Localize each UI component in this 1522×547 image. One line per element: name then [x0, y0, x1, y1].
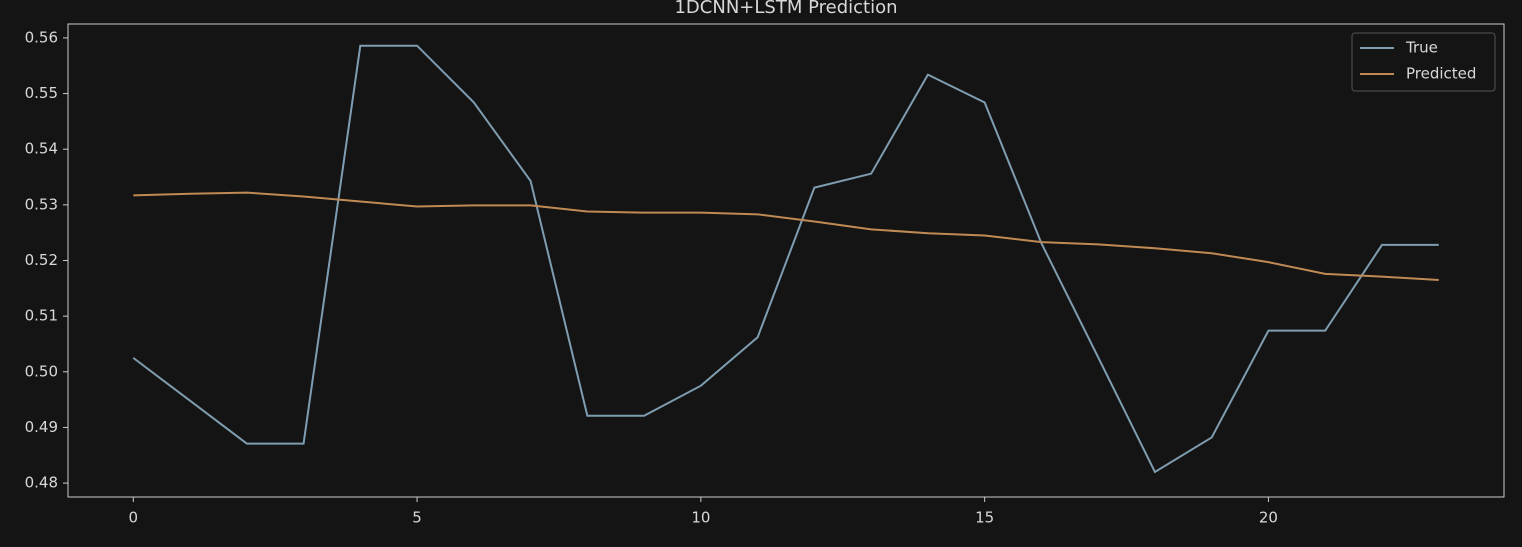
legend-label: Predicted: [1406, 65, 1476, 83]
chart-title: 1DCNN+LSTM Prediction: [674, 0, 897, 18]
y-tick-label: 0.53: [25, 195, 58, 213]
plot-frame: [67, 23, 1505, 498]
x-tick-label: 10: [691, 509, 710, 527]
y-tick-label: 0.50: [25, 362, 58, 380]
y-tick-label: 0.55: [25, 84, 58, 102]
x-tick-label: 20: [1259, 509, 1278, 527]
y-tick-label: 0.56: [25, 28, 58, 46]
y-tick-label: 0.51: [25, 307, 58, 325]
x-tick-label: 0: [128, 509, 138, 527]
y-tick-label: 0.52: [25, 251, 58, 269]
legend-label: True: [1405, 39, 1438, 57]
y-tick-label: 0.48: [25, 474, 58, 492]
x-tick-label: 5: [412, 509, 422, 527]
y-tick-label: 0.49: [25, 418, 58, 436]
y-tick-label: 0.54: [25, 140, 58, 158]
x-tick-label: 15: [975, 509, 994, 527]
line-series: [133, 191, 1439, 281]
line-series: [132, 44, 1439, 474]
